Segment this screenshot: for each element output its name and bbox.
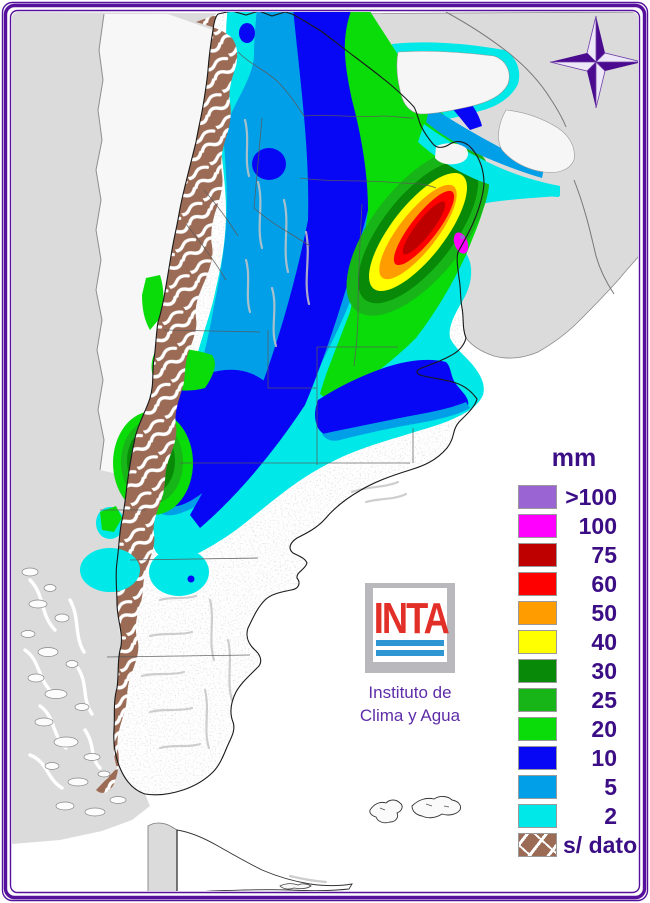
inta-caption-line1: Instituto de xyxy=(368,683,452,702)
legend-swatch xyxy=(518,542,557,567)
legend-swatch xyxy=(518,803,557,828)
chile-fjords xyxy=(20,567,127,817)
legend-row: 50 xyxy=(518,600,648,625)
legend-label: 40 xyxy=(591,628,617,655)
precipitation-field xyxy=(96,12,575,560)
border-paraguay-brazil xyxy=(445,12,567,128)
compass-rose-icon xyxy=(549,15,638,109)
legend-row-no-data: s/ dato xyxy=(518,832,648,857)
inta-logo-inner: INTA xyxy=(373,588,450,662)
region-chile-north-land xyxy=(96,14,213,478)
legend-label: 30 xyxy=(591,657,617,684)
legend-row: 5 xyxy=(518,774,648,799)
inner-frame-line xyxy=(9,9,641,894)
legend-label: 25 xyxy=(591,686,617,713)
legend-row: 2 xyxy=(518,803,648,828)
malvinas-islands xyxy=(369,796,461,824)
legend-swatch-no-data xyxy=(518,832,557,857)
inta-caption-line2: Clima y Agua xyxy=(359,706,461,725)
legend-swatch xyxy=(518,600,557,625)
legend-swatch xyxy=(518,716,557,741)
no-data-strip xyxy=(96,14,238,793)
legend-label: 60 xyxy=(591,570,617,597)
legend-row: 60 xyxy=(518,571,648,596)
cyan-patch-west xyxy=(80,548,140,592)
legend-label: 50 xyxy=(591,599,617,626)
tierra-del-fuego xyxy=(147,822,353,891)
thick-frame-line xyxy=(3,3,647,900)
legend-title: mm xyxy=(551,444,597,472)
legend-swatch xyxy=(518,774,557,799)
legend-label: >100 xyxy=(565,483,617,510)
legend-swatch xyxy=(518,484,557,509)
legend-label: 100 xyxy=(578,512,617,539)
legend-label: 75 xyxy=(591,541,617,568)
inta-logo-bar xyxy=(376,650,444,656)
inta-logo: INTA xyxy=(365,583,455,673)
legend-label: 2 xyxy=(604,802,617,829)
legend-row: 25 xyxy=(518,687,648,712)
legend-row: 75 xyxy=(518,542,648,567)
inta-logo-bar xyxy=(376,640,444,646)
inta-caption: Instituto de Clima y Agua xyxy=(340,681,480,727)
border-brazil-uruguay xyxy=(573,179,615,295)
legend-swatch xyxy=(518,513,557,538)
legend-row: 30 xyxy=(518,658,648,683)
legend-swatch xyxy=(518,687,557,712)
legend-label: 20 xyxy=(591,715,617,742)
legend-row: 20 xyxy=(518,716,648,741)
legend-row: >100 xyxy=(518,484,648,509)
legend-label: 10 xyxy=(591,744,617,771)
argentina-border xyxy=(113,12,485,796)
legend-swatch xyxy=(518,629,557,654)
legend-swatch xyxy=(518,658,557,683)
legend-row: 10 xyxy=(518,745,648,770)
legend-label: s/ dato xyxy=(563,831,638,858)
legend-label: 5 xyxy=(604,773,617,800)
map-legend: mm >100 100 75 60 50 40 30 25 20 10 5 2 … xyxy=(518,444,648,861)
legend-row: 100 xyxy=(518,513,648,538)
blue-dot xyxy=(187,575,195,583)
legend-row: 40 xyxy=(518,629,648,654)
legend-swatch xyxy=(518,745,557,770)
province-borders xyxy=(100,51,437,658)
legend-swatch xyxy=(518,571,557,596)
inta-branding: INTA Instituto de Clima y Agua xyxy=(340,583,480,727)
inta-logo-text: INTA xyxy=(373,594,450,643)
chile-coastline xyxy=(95,13,105,471)
cyan-patch-east xyxy=(149,548,209,596)
